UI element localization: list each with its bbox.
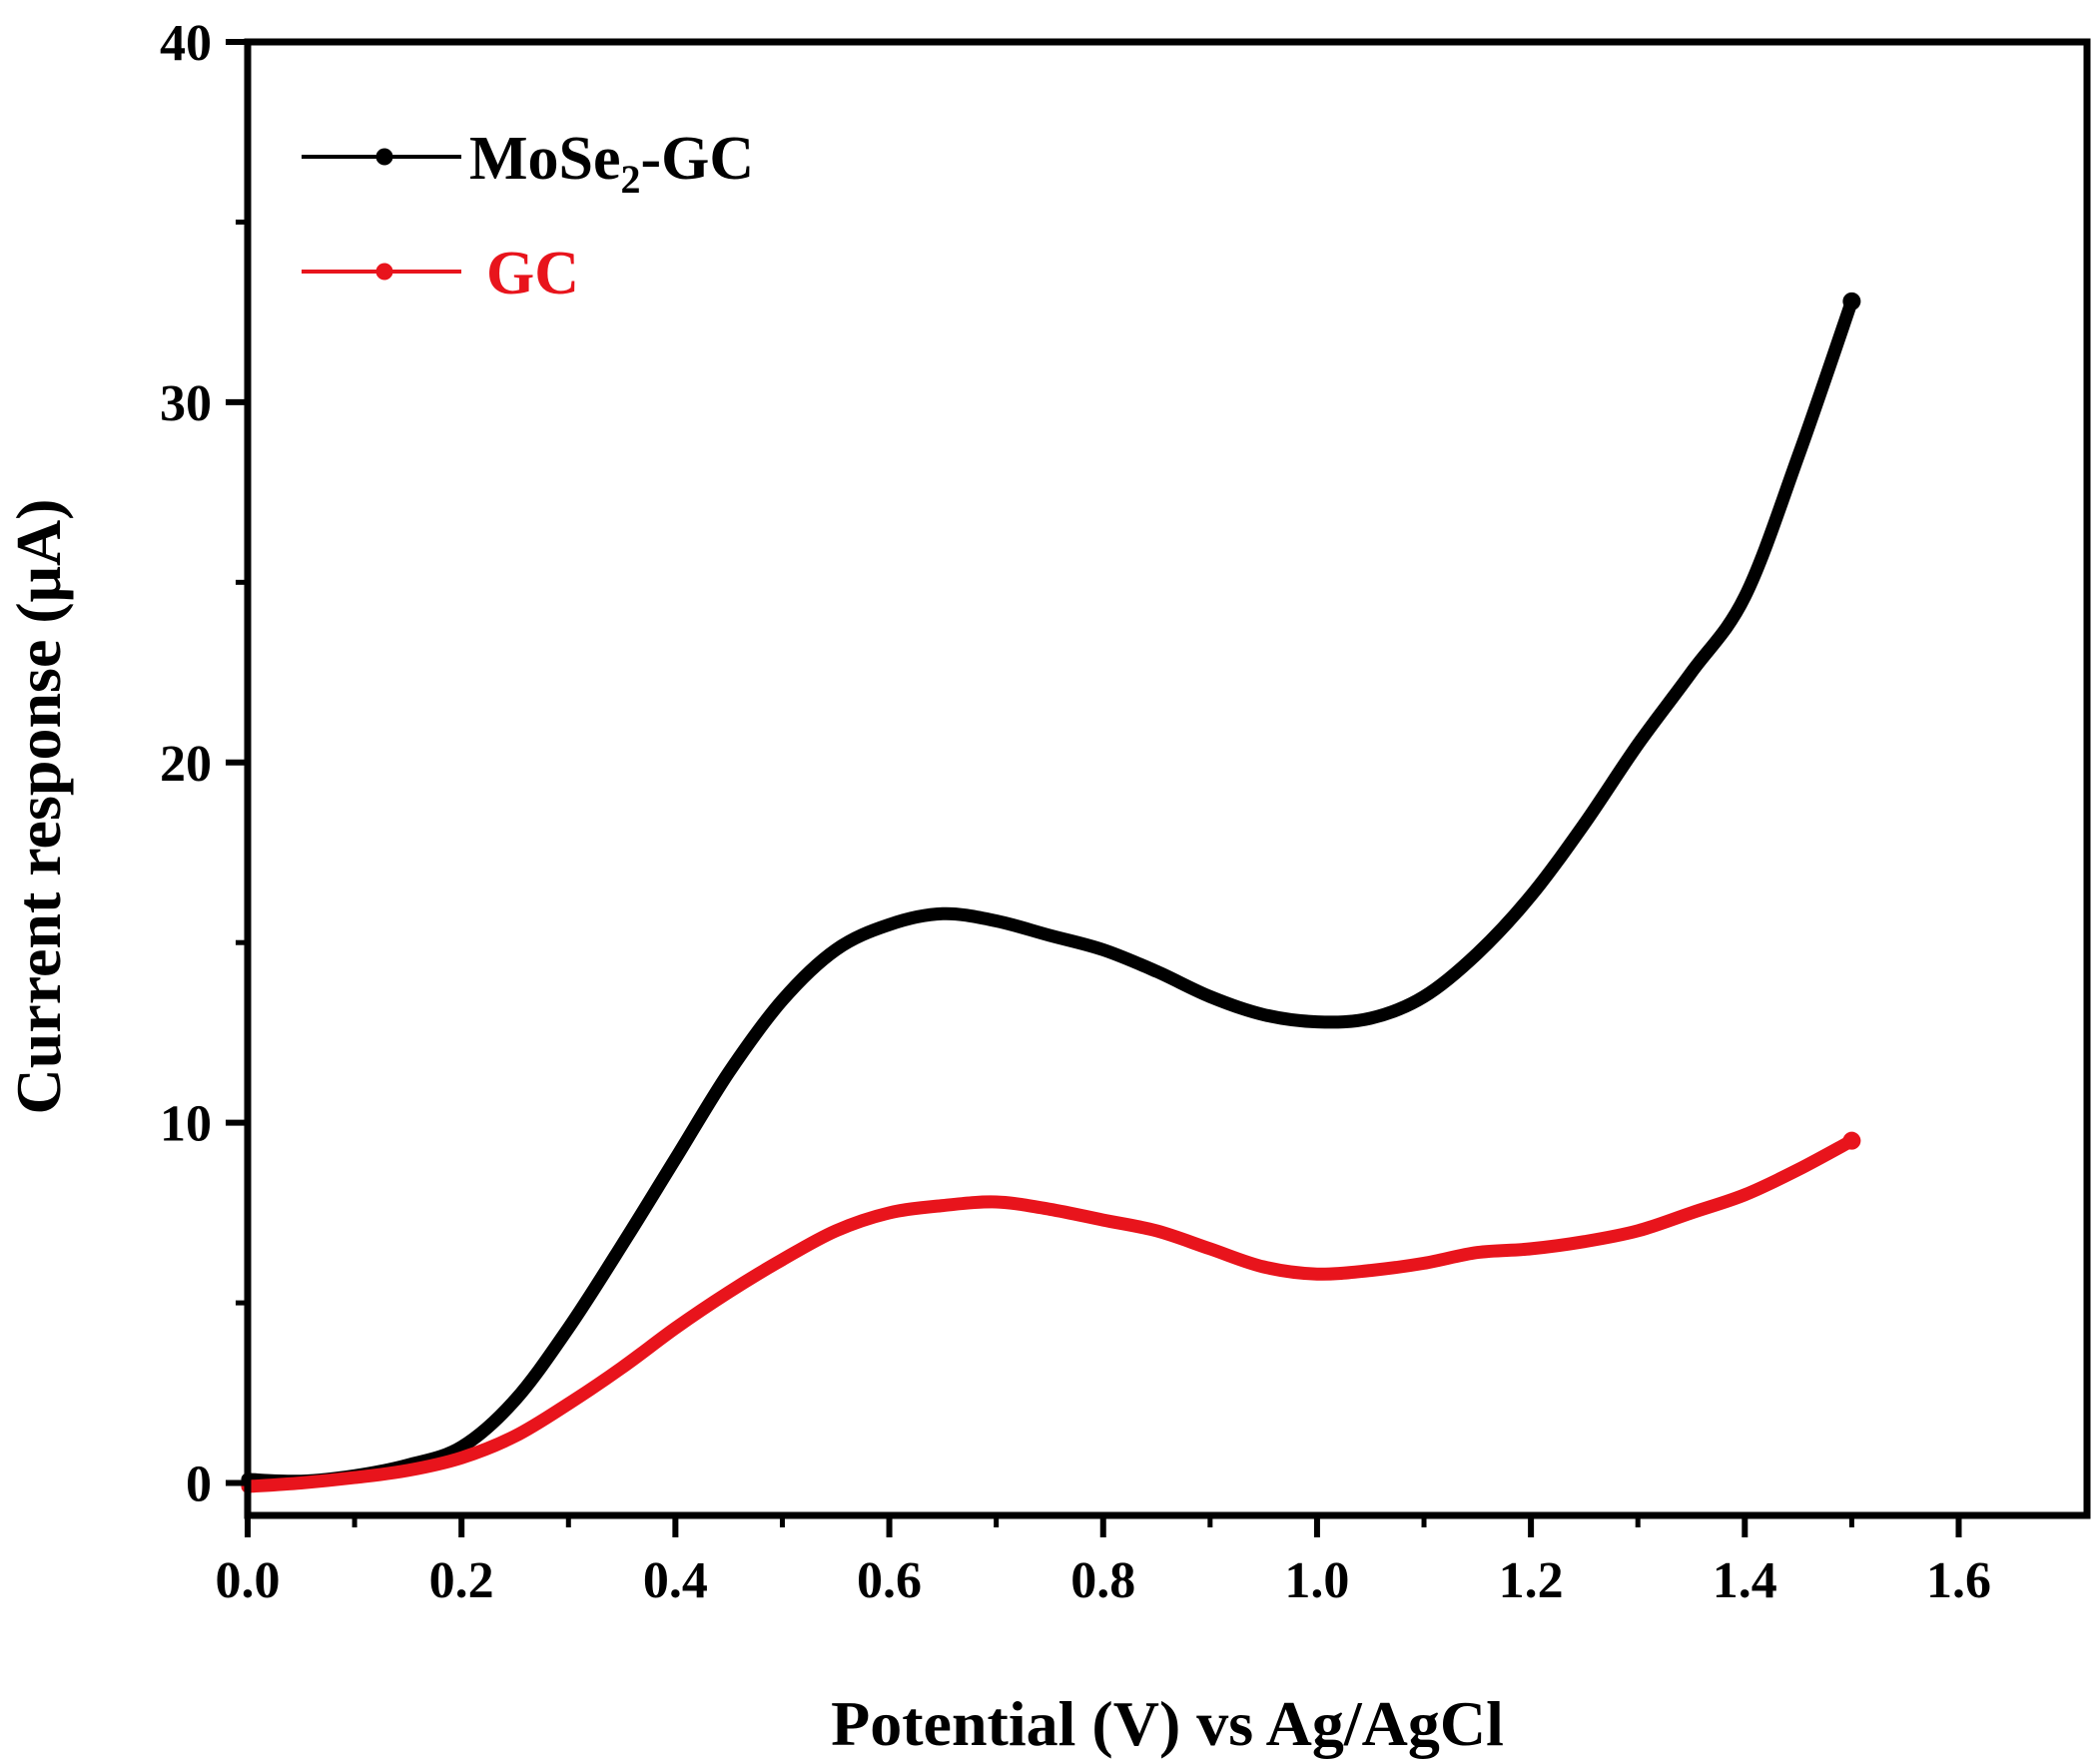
y-axis-title: Current response (μA) xyxy=(3,499,74,1115)
legend-label-main: GC xyxy=(486,240,579,307)
series-layer xyxy=(241,292,1861,1493)
y-tick-label: 10 xyxy=(160,1096,212,1153)
legend-label-subscript: 2 xyxy=(621,157,641,202)
x-tick-label: 0.4 xyxy=(643,1552,708,1609)
x-tick-label: 0.0 xyxy=(216,1552,281,1609)
x-tick-label: 1.2 xyxy=(1499,1552,1564,1609)
legend-label-1: GC xyxy=(486,240,579,307)
series-line-1 xyxy=(241,1134,1858,1493)
y-tick-label: 40 xyxy=(160,15,212,72)
series-end-marker-1 xyxy=(1842,1131,1861,1150)
x-axis-title: Potential (V) vs Ag/AgCl xyxy=(831,1688,1504,1759)
ticks-layer: 0.0 0.2 0.4 0.6 0.8 1.0 1.2 1.4 1.6 0 10 20 30 40 xyxy=(160,15,1991,1609)
series-line-0 xyxy=(241,294,1858,1488)
x-tick-label: 0.6 xyxy=(857,1552,922,1609)
y-tick-label: 30 xyxy=(160,375,212,432)
plot-frame xyxy=(244,38,2091,1519)
legend: MoSe2-GC GC xyxy=(302,125,754,307)
legend-marker-0 xyxy=(375,148,393,166)
series-end-marker-0 xyxy=(1842,292,1861,310)
x-tick-label: 0.2 xyxy=(429,1552,494,1609)
x-tick-label: 1.4 xyxy=(1713,1552,1777,1609)
legend-marker-1 xyxy=(375,263,393,281)
y-tick-label: 0 xyxy=(186,1457,212,1513)
x-tick-label: 1.0 xyxy=(1284,1552,1349,1609)
legend-label-0: MoSe2-GC xyxy=(469,125,754,202)
y-tick-label: 20 xyxy=(160,736,212,793)
x-tick-label: 1.6 xyxy=(1926,1552,1991,1609)
legend-label-suffix: -GC xyxy=(641,125,755,193)
legend-label-main: MoSe xyxy=(469,125,621,193)
x-tick-label: 0.8 xyxy=(1070,1552,1135,1609)
